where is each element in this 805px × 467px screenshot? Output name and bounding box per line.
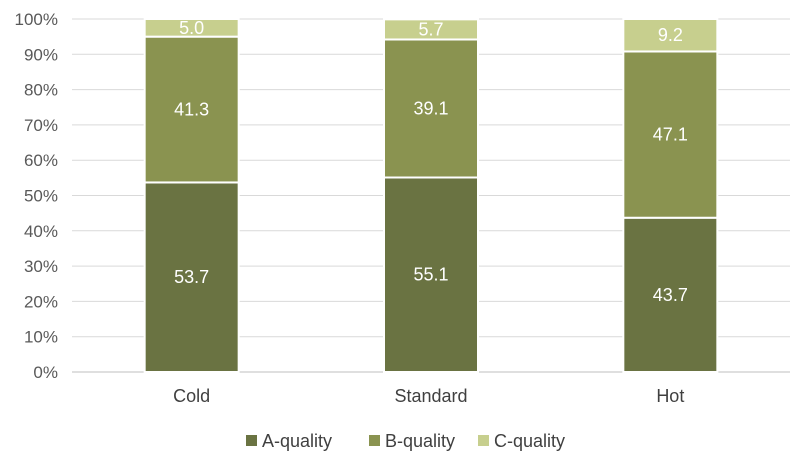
bar-segment xyxy=(383,176,479,373)
data-label: 9.2 xyxy=(658,25,683,45)
category-label: Hot xyxy=(656,386,684,406)
y-tick-label: 80% xyxy=(24,81,58,100)
bar-segment xyxy=(143,18,240,38)
legend-swatch xyxy=(369,435,380,446)
legend-label: A-quality xyxy=(262,431,332,451)
y-tick-label: 20% xyxy=(24,292,58,311)
data-label: 5.0 xyxy=(179,18,204,38)
bar-segment xyxy=(383,38,479,179)
legend: A-quality B-quality C-quality xyxy=(246,431,565,451)
legend-swatch xyxy=(478,435,489,446)
y-tick-label: 90% xyxy=(24,45,58,64)
data-label: 41.3 xyxy=(174,100,209,120)
legend-label: B-quality xyxy=(385,431,455,451)
data-label: 47.1 xyxy=(653,125,688,145)
y-tick-label: 100% xyxy=(15,10,58,29)
y-tick-label: 70% xyxy=(24,116,58,135)
y-tick-label: 50% xyxy=(24,187,58,206)
x-axis: Cold Standard Hot xyxy=(173,386,684,406)
bars: 53.7 41.3 5.0 55.1 39.1 5.7 43.7 47.1 9.2 xyxy=(143,18,719,373)
y-axis: 0% 10% 20% 30% 40% 50% 60% 70% 80% 90% 100% xyxy=(15,10,58,382)
bar-segment xyxy=(383,18,479,41)
y-tick-label: 30% xyxy=(24,257,58,276)
data-label: 53.7 xyxy=(174,267,209,287)
legend-swatch xyxy=(246,435,257,446)
bar-segment xyxy=(622,18,719,53)
data-label: 39.1 xyxy=(413,98,448,118)
data-label: 55.1 xyxy=(413,265,448,285)
y-tick-label: 0% xyxy=(33,363,58,382)
data-label: 5.7 xyxy=(418,19,443,39)
y-tick-label: 10% xyxy=(24,328,58,347)
bar-segment xyxy=(143,35,240,184)
bar-segment xyxy=(622,50,719,219)
category-label: Cold xyxy=(173,386,210,406)
y-tick-label: 40% xyxy=(24,222,58,241)
category-label: Standard xyxy=(394,386,467,406)
y-tick-label: 60% xyxy=(24,151,58,170)
data-label: 43.7 xyxy=(653,285,688,305)
bar-segment xyxy=(143,181,240,373)
legend-label: C-quality xyxy=(494,431,565,451)
bar-segment xyxy=(622,216,719,373)
